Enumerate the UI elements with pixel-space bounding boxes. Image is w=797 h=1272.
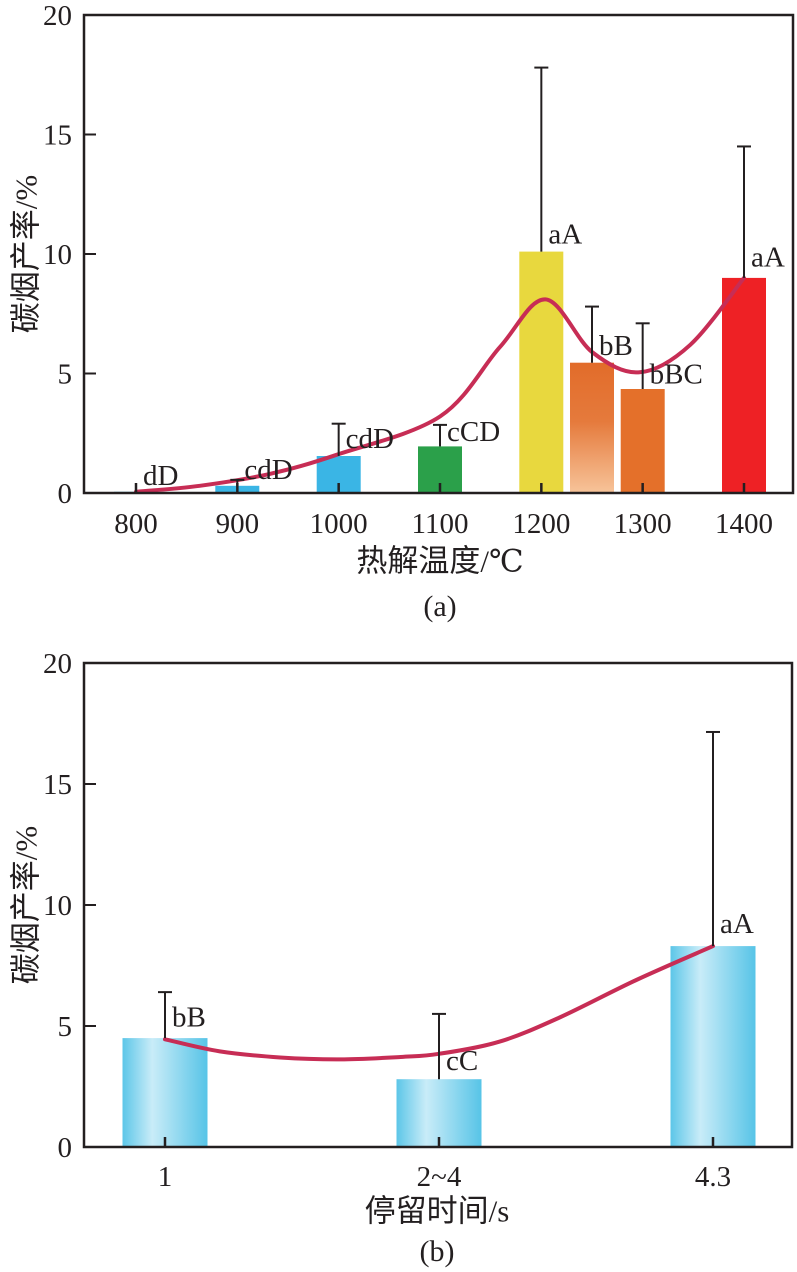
chart-b-canvas: 0 5 10 15 20 1 2~4 4.3 bB cC aA xyxy=(43,648,794,1193)
trend-curve-b xyxy=(163,944,715,1062)
sig-label-b-0: bB xyxy=(172,1001,206,1033)
bar-a-6 xyxy=(620,389,665,493)
sig-label-a-0: dD xyxy=(143,460,178,492)
y-tick-label-a-0: 0 xyxy=(58,478,73,510)
y-tick-label-a-5: 5 xyxy=(58,359,73,391)
chart-b-x-axis-title: 停留时间/s xyxy=(364,1193,510,1229)
y-tick-label-a-20: 20 xyxy=(43,0,72,32)
error-bar-a-2 xyxy=(331,422,346,456)
error-bar-b-2 xyxy=(706,730,720,947)
error-bar-b-0 xyxy=(158,991,172,1039)
trend-curve-a xyxy=(134,275,746,494)
x-tick-label-b-1: 2~4 xyxy=(417,1161,462,1193)
x-tick-label-a-1200: 1200 xyxy=(512,508,570,540)
error-bar-a-4 xyxy=(534,66,549,252)
sig-label-a-6: bBC xyxy=(650,359,703,391)
bar-a-7 xyxy=(722,277,766,493)
bar-a-4 xyxy=(519,251,564,493)
y-tick-label-b-10: 10 xyxy=(43,890,72,922)
x-tick-label-a-800: 800 xyxy=(114,508,158,540)
y-tick-label-b-20: 20 xyxy=(43,648,72,680)
sig-label-a-2: cdD xyxy=(346,423,394,455)
x-tick-label-a-1100: 1100 xyxy=(412,508,469,540)
x-tick-label-b-0: 1 xyxy=(158,1161,173,1193)
axis-box-a xyxy=(82,13,795,495)
sig-label-a-3: cCD xyxy=(447,416,500,448)
chart-a-y-axis-title: 碳烟产率/% xyxy=(8,174,44,334)
bar-a-5 xyxy=(570,362,614,493)
sig-label-a-5: bB xyxy=(599,330,633,362)
chart-b-y-axis-title: 碳烟产率/% xyxy=(8,825,44,985)
sig-label-a-1: cdD xyxy=(244,454,292,486)
error-bar-b-1 xyxy=(432,1012,446,1080)
chart-a-caption: (a) xyxy=(423,590,457,623)
bar-b-0 xyxy=(122,1038,208,1147)
x-tick-label-a-1300: 1300 xyxy=(614,508,672,540)
y-tick-label-a-10: 10 xyxy=(43,239,72,271)
error-bar-a-6 xyxy=(635,322,650,390)
error-bar-a-3 xyxy=(433,423,447,447)
error-bar-a-7 xyxy=(737,145,751,278)
x-tick-label-a-1400: 1400 xyxy=(715,508,773,540)
bar-b-2 xyxy=(670,946,756,1147)
chart-b-caption: (b) xyxy=(419,1235,455,1268)
y-tick-label-b-0: 0 xyxy=(58,1132,73,1164)
sig-label-b-2: aA xyxy=(720,908,754,940)
error-bar-a-5 xyxy=(585,305,599,363)
y-tick-label-b-5: 5 xyxy=(58,1011,73,1043)
sig-label-b-1: cC xyxy=(446,1045,478,1077)
chart-a-canvas: 0 5 10 15 20 800 900 1000 1100 1200 1300 1400 dD cdD c… xyxy=(43,0,795,540)
y-tick-label-b-15: 15 xyxy=(43,769,72,801)
sig-label-a-7: aA xyxy=(751,241,785,273)
y-tick-label-a-15: 15 xyxy=(43,120,72,152)
x-tick-label-a-1000: 1000 xyxy=(310,508,368,540)
sig-label-a-4: aA xyxy=(548,219,582,251)
chart-a-x-axis-title: 热解温度/℃ xyxy=(356,543,524,579)
bar-b-1 xyxy=(396,1079,482,1147)
x-tick-label-b-2: 4.3 xyxy=(695,1161,731,1193)
x-tick-label-a-900: 900 xyxy=(216,508,260,540)
